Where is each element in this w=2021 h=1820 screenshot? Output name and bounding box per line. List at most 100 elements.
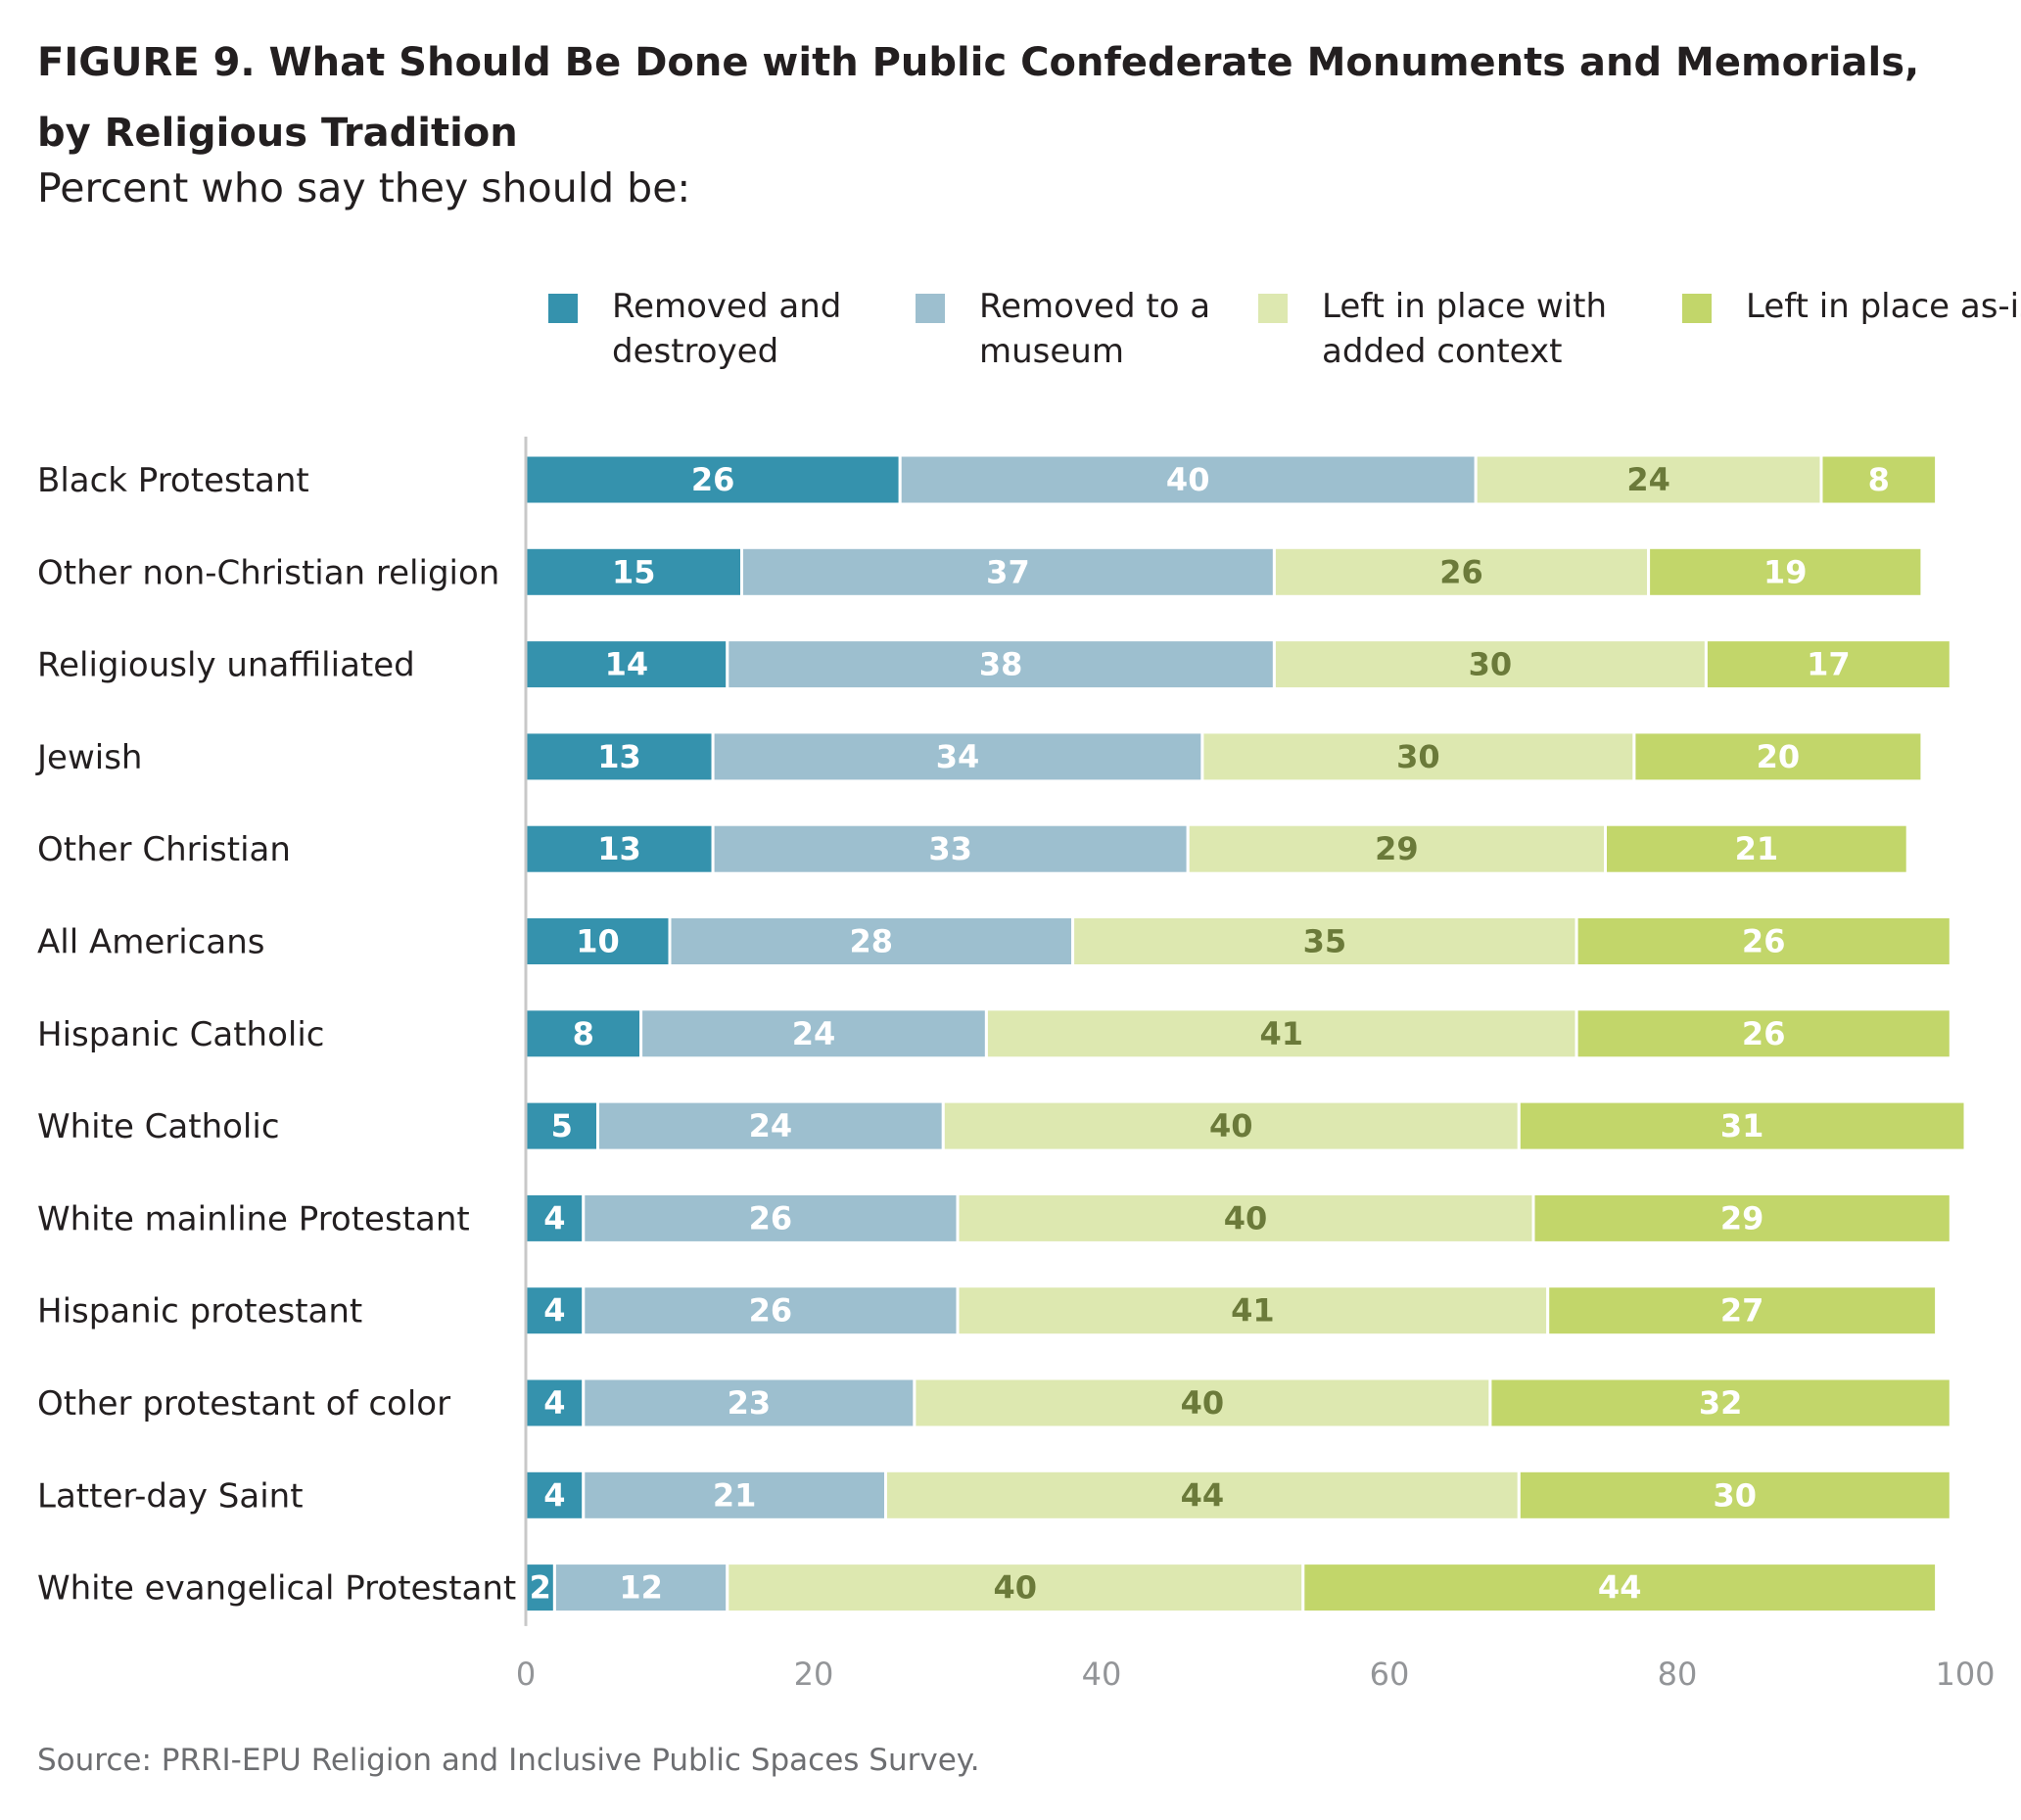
chart-title: FIGURE 9. What Should Be Done with Publi…	[37, 40, 1920, 156]
bar-segment	[1200, 730, 1636, 783]
data-label: 8	[1868, 461, 1890, 498]
bar-segment	[913, 1377, 1492, 1429]
x-tick-label: 0	[516, 1656, 536, 1693]
data-label: 28	[850, 923, 894, 960]
data-label: 17	[1807, 646, 1851, 683]
data-label: 5	[551, 1107, 573, 1144]
bar-segment	[524, 822, 715, 875]
category-label: Hispanic protestant	[37, 1292, 362, 1331]
data-label: 2	[530, 1569, 551, 1607]
legend-label: Removed to a museum	[979, 287, 1211, 371]
x-tick-label: 40	[1082, 1656, 1122, 1693]
data-label: 13	[597, 738, 641, 775]
category-label: Jewish	[35, 738, 142, 777]
data-label: 40	[994, 1569, 1038, 1607]
legend-swatch	[1258, 294, 1288, 323]
x-tick-label: 20	[794, 1656, 834, 1693]
data-label: 29	[1375, 830, 1419, 867]
bar-segment	[524, 915, 672, 967]
data-label: 4	[543, 1384, 565, 1422]
data-label: 33	[928, 830, 972, 867]
data-label: 32	[1699, 1384, 1743, 1422]
data-label: 24	[749, 1107, 793, 1144]
bar-segment	[524, 730, 715, 783]
bar-segment	[711, 730, 1204, 783]
category-label: Religiously unaffiliated	[37, 646, 415, 685]
data-label: 30	[1469, 646, 1513, 683]
data-label: 41	[1259, 1015, 1303, 1052]
data-label: 26	[749, 1292, 793, 1330]
data-label: 21	[1735, 830, 1779, 867]
bar-segment	[1604, 822, 1909, 875]
legend-item-removed-destroyed: Removed and destroyed	[548, 284, 935, 374]
bar-segment	[1517, 1469, 1952, 1521]
x-tick-label: 100	[1935, 1656, 1995, 1693]
category-label: White mainline Protestant	[37, 1199, 470, 1238]
bar-segment	[639, 1007, 988, 1060]
category-label: Hispanic Catholic	[37, 1015, 324, 1054]
legend-label: Left in place with added context	[1322, 287, 1607, 371]
data-label: 24	[1626, 461, 1670, 498]
category-label: Other non-Christian religion	[37, 553, 499, 592]
data-label: 40	[1181, 1384, 1225, 1422]
data-label: 13	[597, 830, 641, 867]
data-label: 26	[1439, 553, 1483, 590]
category-label: Black Protestant	[37, 461, 309, 500]
data-label: 8	[573, 1015, 594, 1052]
bar-segment	[668, 915, 1075, 967]
bar-segment	[1301, 1562, 1939, 1614]
bar-segment	[898, 453, 1478, 506]
bar-segment	[1546, 1284, 1939, 1337]
legend-item-left-context: Left in place with added context	[1258, 284, 1645, 374]
data-label: 29	[1720, 1199, 1764, 1237]
legend-label: Left in place as-is	[1746, 287, 2021, 326]
data-label: 4	[543, 1292, 565, 1330]
bar-segment	[1574, 1007, 1952, 1060]
bar-segment	[884, 1469, 1521, 1521]
legend-swatch	[916, 294, 945, 323]
legend-item-removed-museum: Removed to a museum	[916, 284, 1302, 374]
bar-segment	[1517, 1099, 1967, 1152]
data-label: 24	[792, 1015, 836, 1052]
data-label: 40	[1224, 1199, 1268, 1237]
bar-segment	[596, 1099, 945, 1152]
bar-segment	[1647, 545, 1924, 598]
bar-segment	[1272, 545, 1651, 598]
bar-segment	[582, 1191, 960, 1244]
category-label: Latter-day Saint	[37, 1476, 304, 1516]
legend-swatch	[1682, 294, 1712, 323]
category-label: White evangelical Protestant	[37, 1569, 516, 1609]
data-label: 34	[936, 738, 980, 775]
data-label: 26	[1742, 1015, 1786, 1052]
bar-segment	[1531, 1191, 1952, 1244]
bar-segment	[740, 545, 1276, 598]
chart-subtitle: Percent who say they should be:	[37, 164, 691, 211]
data-label: 44	[1181, 1476, 1225, 1514]
bar-segment	[956, 1284, 1550, 1337]
data-label: 21	[713, 1476, 757, 1514]
bar-segment	[1819, 453, 1939, 506]
data-label: 40	[1166, 461, 1210, 498]
bar-segment	[1574, 915, 1952, 967]
data-label: 14	[605, 646, 649, 683]
data-label: 12	[619, 1569, 663, 1607]
data-label: 30	[1714, 1476, 1758, 1514]
x-tick-label: 80	[1658, 1656, 1698, 1693]
data-label: 26	[691, 461, 735, 498]
bar-segment	[1704, 638, 1952, 691]
data-label: 26	[749, 1199, 793, 1237]
data-label: 27	[1720, 1292, 1764, 1330]
category-label: White Catholic	[37, 1107, 280, 1146]
bar-segment	[552, 1562, 729, 1614]
data-label: 15	[612, 553, 656, 590]
bar-segment	[524, 1284, 586, 1337]
chart-legend: Removed and destroyed Removed to a museu…	[0, 284, 2021, 392]
data-label: 19	[1763, 553, 1808, 590]
data-label: 31	[1720, 1107, 1764, 1144]
data-label: 4	[543, 1476, 565, 1514]
bar-segment	[524, 638, 729, 691]
data-label: 10	[576, 923, 620, 960]
bar-segment	[582, 1469, 887, 1521]
data-label: 38	[979, 646, 1023, 683]
